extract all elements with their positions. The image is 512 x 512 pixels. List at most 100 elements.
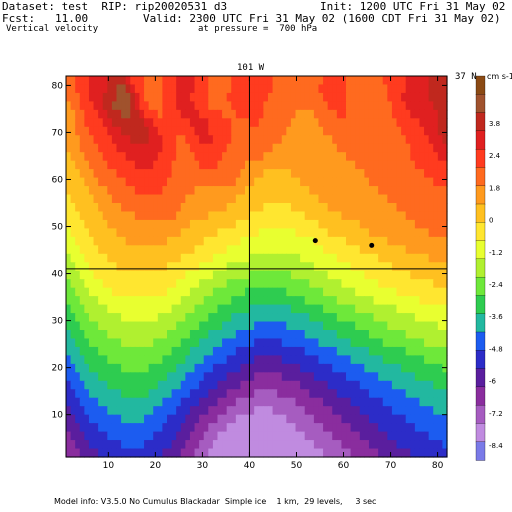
field-cell [93,431,99,441]
field-cell [121,160,127,170]
field-cell [235,372,242,382]
field-cell [208,262,214,272]
field-cell [281,76,287,86]
field-cell [295,135,301,145]
field-cell [341,160,347,170]
field-cell [153,143,159,153]
field-cell [272,126,278,136]
field-cell [396,304,402,314]
field-cell [346,330,352,340]
field-cell [134,177,141,187]
field-cell [332,169,338,179]
field-cell [107,406,113,416]
field-cell [368,270,375,280]
field-cell [240,143,246,153]
field-cell [249,380,255,390]
field-cell [212,397,219,407]
field-cell [277,262,283,272]
field-cell [290,211,297,221]
field-cell [139,194,145,204]
field-cell [222,194,228,204]
field-cell [382,270,388,280]
field-cell [401,389,407,399]
field-cell [355,262,361,272]
field-cell [300,270,306,280]
field-cell [350,186,356,196]
field-cell [171,245,177,255]
field-cell [419,448,425,458]
field-cell [359,389,365,399]
field-cell [148,219,154,229]
field-cell [217,338,223,348]
field-cell [300,363,306,373]
field-cell [70,296,76,306]
field-cell [134,423,141,433]
field-cell [157,194,163,204]
field-cell [323,406,329,416]
field-cell [401,219,407,229]
field-cell [410,152,416,162]
field-cell [75,143,81,153]
field-cell [139,321,145,331]
field-cell [332,228,338,238]
colorbar-swatch [475,386,486,406]
field-cell [171,143,177,153]
field-cell [346,270,352,280]
field-cell [428,236,434,246]
field-cell [194,380,200,390]
field-cell [203,330,209,340]
field-cell [258,203,264,213]
field-cell [364,135,370,145]
field-cell [249,135,255,145]
field-cell [75,440,81,450]
field-cell [387,245,393,255]
field-cell [382,372,388,382]
field-cell [70,440,76,450]
field-cell [189,287,196,297]
field-cell [295,160,301,170]
field-cell [286,423,292,433]
field-cell [185,92,191,102]
field-cell [240,440,246,450]
field-cell [212,380,219,390]
field-cell [194,92,200,102]
field-cell [263,431,269,441]
field-cell [111,321,118,331]
field-cell [258,219,264,229]
field-cell [148,431,154,441]
field-cell [277,186,283,196]
field-cell [346,76,352,86]
field-cell [373,219,379,229]
field-cell [355,84,361,94]
field-cell [107,126,113,136]
field-cell [364,270,370,280]
field-cell [350,228,356,238]
field-cell [153,177,159,187]
field-cell [249,126,255,136]
field-cell [424,109,430,119]
field-cell [121,363,127,373]
field-cell [231,152,237,162]
field-cell [414,253,421,263]
field-cell [194,389,200,399]
field-cell [359,330,365,340]
field-cell [217,372,223,382]
field-cell [162,330,168,340]
field-cell [107,363,113,373]
field-cell [401,448,407,458]
field-cell [359,219,365,229]
field-cell [153,186,159,196]
field-cell [373,228,379,238]
field-cell [419,346,425,356]
field-cell [295,245,301,255]
field-cell [162,126,168,136]
field-cell [309,355,315,365]
field-cell [442,423,448,433]
field-cell [222,431,228,441]
field-cell [199,440,205,450]
field-cell [212,414,219,424]
field-cell [75,279,81,289]
field-cell [231,236,237,246]
field-cell [336,177,343,187]
field-cell [277,355,283,365]
